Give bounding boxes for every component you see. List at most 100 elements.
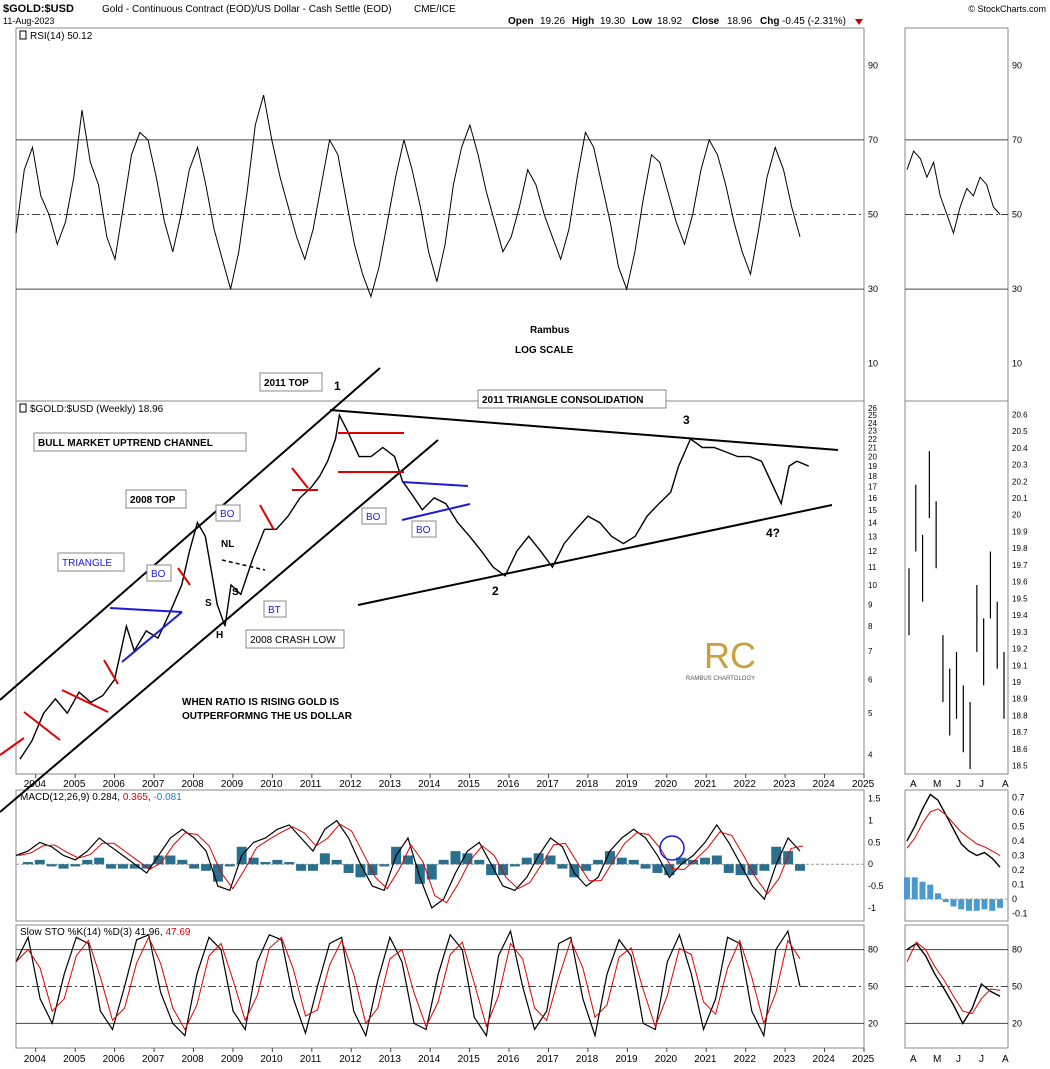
price-ytick: 14 bbox=[868, 519, 877, 528]
macd-hist-bar bbox=[153, 855, 164, 865]
macd-line bbox=[15, 819, 801, 909]
label-2011-top-box bbox=[259, 372, 323, 392]
sto-xtick: 2012 bbox=[339, 1054, 362, 1065]
macd-daily-hist-bar bbox=[950, 899, 957, 907]
bo-lower-line bbox=[401, 503, 471, 521]
macd-hist-bar bbox=[307, 864, 318, 871]
price_daily-ytick: 19.3 bbox=[1012, 628, 1028, 637]
rsi-ytick: 90 bbox=[868, 60, 878, 70]
macd-circle-marker bbox=[659, 835, 685, 861]
price_daily-ytick: 20.3 bbox=[1012, 461, 1028, 470]
price-ytick: 22 bbox=[868, 435, 877, 444]
sto-xtick: 2020 bbox=[655, 1054, 678, 1065]
trendlines bbox=[0, 367, 839, 813]
daily-price-xtick: J bbox=[979, 779, 984, 790]
macd-daily-hist-bar bbox=[973, 899, 980, 911]
macd_daily-ytick: 0.1 bbox=[1012, 880, 1025, 890]
red-flag-f bbox=[23, 711, 61, 741]
price_daily-ytick: 20.4 bbox=[1012, 444, 1028, 453]
macd-hist-bar bbox=[735, 864, 746, 876]
daily-price-xtick: J bbox=[956, 779, 961, 790]
rsi-ytick: 70 bbox=[868, 135, 878, 145]
note-line-2: OUTPERFORMNG THE US DOLLAR bbox=[182, 711, 353, 722]
price-xtick: 2015 bbox=[458, 779, 481, 790]
price_daily-ytick: 18.7 bbox=[1012, 728, 1028, 737]
macd-hist-bar bbox=[272, 859, 283, 865]
price-panel-frame bbox=[15, 400, 865, 775]
rsi_daily-ytick: 90 bbox=[1012, 60, 1022, 70]
daily-sto-xtick: J bbox=[979, 1054, 984, 1065]
macd-daily-hist-bar bbox=[919, 881, 926, 900]
label-2008-top-box bbox=[125, 489, 187, 509]
sto-xtick: 2024 bbox=[813, 1054, 836, 1065]
macd-daily-hist-bar bbox=[935, 893, 941, 900]
red-flag-e bbox=[61, 689, 109, 713]
price-title: $GOLD:$USD (Weekly) 18.96 bbox=[30, 404, 164, 415]
macd-ytick: -0.5 bbox=[868, 881, 884, 891]
daily-sto-xtick: M bbox=[933, 1054, 941, 1065]
macd_daily-ytick: 0 bbox=[1012, 894, 1017, 904]
price-ytick: 9 bbox=[868, 600, 873, 609]
price_daily-ytick: 20.2 bbox=[1012, 477, 1028, 486]
price-xtick: 2020 bbox=[655, 779, 678, 790]
label-h: H bbox=[216, 630, 223, 641]
date: 11-Aug-2023 bbox=[3, 16, 54, 26]
price-xtick: 2012 bbox=[339, 779, 362, 790]
macd-hist-bar bbox=[284, 862, 295, 865]
wave-2: 2 bbox=[492, 584, 499, 598]
sto-daily-d-line bbox=[906, 941, 1001, 1015]
price-xtick: 2014 bbox=[418, 779, 441, 790]
price-ytick: 5 bbox=[868, 709, 873, 718]
macd-hist-bar bbox=[474, 859, 485, 865]
sto-xtick: 2021 bbox=[694, 1054, 717, 1065]
red-flag-lines bbox=[0, 432, 404, 756]
red-flag-a bbox=[291, 467, 309, 489]
macd-hist-bar bbox=[319, 853, 330, 865]
price_daily-ytick: 18.8 bbox=[1012, 711, 1028, 720]
high-label: High bbox=[572, 16, 594, 27]
price-ytick: 11 bbox=[868, 563, 877, 572]
sto-xtick: 2019 bbox=[615, 1054, 638, 1065]
price_daily-ytick: 19.9 bbox=[1012, 527, 1028, 536]
sto-xtick: 2022 bbox=[734, 1054, 757, 1065]
sto-xtick: 2007 bbox=[142, 1054, 165, 1065]
macd-daily-hist-bar bbox=[997, 899, 1003, 908]
rambus-note: Rambus bbox=[530, 325, 570, 336]
macd-hist-bar bbox=[58, 864, 69, 869]
price_daily-ytick: 19.4 bbox=[1012, 611, 1028, 620]
macd_daily-ytick: -0.1 bbox=[1012, 909, 1028, 919]
price-xtick: 2009 bbox=[221, 779, 244, 790]
price-xtick: 2025 bbox=[852, 779, 875, 790]
sto-xtick: 2016 bbox=[497, 1054, 520, 1065]
macd-hist-bar bbox=[260, 862, 271, 865]
price-xtick: 2006 bbox=[103, 779, 126, 790]
price_daily-ytick: 18.5 bbox=[1012, 762, 1028, 771]
macd-hist-bar bbox=[129, 864, 140, 869]
price-xtick: 2017 bbox=[536, 779, 559, 790]
macd-daily-hist-bar bbox=[981, 899, 988, 910]
macd-daily-hist-bar bbox=[911, 877, 918, 900]
daily-sto-xtick: A bbox=[910, 1054, 917, 1065]
rsi-line bbox=[15, 94, 801, 299]
sto-xtick: 2005 bbox=[63, 1054, 86, 1065]
price-ytick: 17 bbox=[868, 483, 877, 492]
label-nl: NL bbox=[221, 539, 234, 550]
macd-hist-bar bbox=[177, 859, 188, 865]
price_daily-ytick: 19.2 bbox=[1012, 645, 1028, 654]
sto-daily-k-line bbox=[906, 942, 1001, 1025]
sto-xtick: 2013 bbox=[379, 1054, 402, 1065]
sto-d-line bbox=[15, 936, 801, 1031]
price-daily-frame bbox=[904, 400, 1009, 775]
macd-hist-bar bbox=[723, 864, 734, 873]
description: Gold - Continuous Contract (EOD)/US Doll… bbox=[102, 4, 392, 15]
blue-pattern-lines bbox=[109, 481, 471, 663]
price-ytick: 25 bbox=[868, 411, 877, 420]
price_daily-ytick: 19.1 bbox=[1012, 661, 1028, 670]
macd-hist-bar bbox=[533, 853, 544, 865]
sto-xtick: 2014 bbox=[418, 1054, 441, 1065]
price-ytick: 13 bbox=[868, 532, 877, 541]
sto-xtick: 2011 bbox=[300, 1054, 322, 1065]
macd-hist-bar bbox=[759, 864, 770, 871]
label-bo-2-box bbox=[215, 504, 241, 522]
